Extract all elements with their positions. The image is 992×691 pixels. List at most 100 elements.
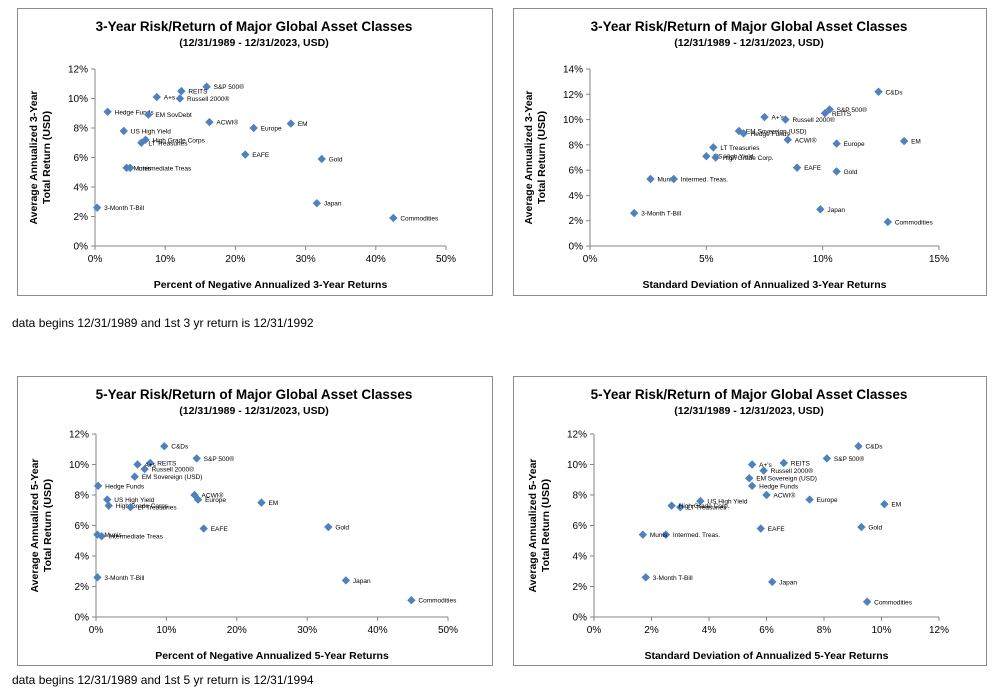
chart-panel-5yr-stdev: 5-Year Risk/Return of Major Global Asset…: [513, 376, 987, 666]
data-point: [646, 174, 655, 184]
y-tick-label: 2%: [75, 582, 90, 593]
y-tick-label: 6%: [573, 521, 588, 532]
point-label: EM Sovereign (USD): [746, 128, 807, 135]
x-tick-label: 40%: [366, 254, 386, 265]
data-point: [249, 123, 258, 133]
y-axis-title-line: Total Return (USD): [536, 111, 548, 204]
y-axis-title: Average Annualized 5-YearTotal Return (U…: [527, 458, 552, 592]
x-tick-label: 0%: [89, 625, 104, 636]
x-tick-label: 20%: [225, 254, 245, 265]
point-label: Gold: [329, 156, 343, 163]
point-label: Hedge Funds: [751, 131, 791, 138]
y-tick-label: 12%: [567, 430, 587, 441]
x-tick-label: 12%: [929, 625, 949, 636]
data-point: [140, 464, 149, 474]
data-point: [324, 522, 333, 532]
point-label: C&Ds: [866, 444, 884, 451]
x-tick-label: 0%: [587, 625, 602, 636]
data-point: [759, 466, 768, 475]
point-label: 3-Month T-Bill: [653, 575, 694, 582]
point-label: LT Treasuries: [720, 145, 760, 152]
data-point: [768, 577, 777, 587]
point-label: US High Yield: [131, 128, 171, 135]
point-label: Gold: [868, 525, 882, 532]
point-label: High Grade Corps: [116, 503, 169, 510]
data-point: [805, 495, 814, 504]
data-point: [241, 150, 250, 159]
x-tick-label: 10%: [156, 625, 176, 636]
point-label: REITS: [791, 460, 811, 467]
data-point: [747, 481, 757, 491]
point-label: EAFE: [252, 152, 270, 159]
data-point: [899, 136, 909, 146]
data-point: [286, 119, 296, 128]
point-label: EM: [911, 139, 921, 146]
y-tick-label: 4%: [75, 552, 90, 563]
point-label: Russell 2000®: [187, 95, 230, 103]
x-tick-label: 0%: [583, 254, 598, 265]
point-label: LT Treasuries: [148, 140, 188, 147]
point-label: Commodities: [418, 598, 457, 605]
data-point: [192, 454, 201, 463]
y-tick-label: 0%: [75, 613, 90, 624]
data-point: [745, 474, 754, 483]
data-point: [709, 143, 718, 152]
chart-subtitle: (12/31/1989 - 12/31/2023, USD): [674, 37, 823, 49]
data-point: [103, 107, 112, 116]
point-label: Munis: [650, 532, 668, 539]
x-tick-label: 30%: [296, 254, 316, 265]
data-point: [104, 501, 113, 510]
data-point: [667, 501, 676, 510]
x-tick-label: 20%: [227, 625, 247, 636]
data-point: [641, 573, 650, 582]
point-label: EM: [891, 502, 901, 509]
x-tick-label: 2%: [644, 625, 659, 636]
data-point: [669, 174, 678, 184]
point-label: EM SovDebt: [155, 112, 192, 119]
x-tick-label: 5%: [699, 254, 714, 265]
data-point: [883, 217, 893, 227]
data-point: [832, 167, 841, 176]
point-label: REITS: [188, 89, 208, 96]
point-label: S&P 500®: [834, 455, 865, 463]
data-point: [822, 454, 832, 463]
point-label: A+'s: [759, 462, 772, 469]
point-label: High Grade Corp.: [723, 155, 774, 162]
data-point: [93, 481, 103, 491]
chart-subtitle: (12/31/1989 - 12/31/2023, USD): [179, 37, 328, 49]
data-point: [407, 596, 416, 605]
chart-subtitle: (12/31/1989 - 12/31/2023, USD): [179, 405, 328, 417]
y-axis-title: Average Annualized 3-YearTotal Return (U…: [523, 90, 548, 224]
y-tick-label: 4%: [573, 552, 588, 563]
y-tick-label: 2%: [74, 212, 89, 223]
y-tick-label: 6%: [75, 521, 90, 532]
point-label: Japan: [353, 578, 371, 585]
data-point: [193, 495, 203, 504]
point-label: Intermed. Treas.: [673, 532, 721, 539]
point-label: EM: [268, 500, 278, 507]
point-label: Europe: [205, 497, 226, 504]
y-tick-label: 0%: [573, 613, 588, 624]
data-point: [661, 530, 671, 539]
data-point: [341, 576, 351, 585]
point-label: Gold: [335, 525, 349, 532]
data-point: [630, 208, 639, 218]
data-point: [119, 126, 128, 136]
x-tick-label: 10%: [813, 254, 833, 265]
data-point: [177, 86, 186, 96]
x-tick-label: 50%: [438, 625, 458, 636]
data-point: [638, 530, 648, 539]
data-point: [696, 496, 705, 506]
y-tick-label: 8%: [569, 140, 584, 151]
chart-panel-3yr-stdev: 3-Year Risk/Return of Major Global Asset…: [513, 8, 987, 296]
point-label: ACWI®: [795, 136, 817, 144]
point-label: Japan: [827, 207, 845, 214]
point-label: Commodities: [874, 599, 913, 606]
data-point: [130, 472, 139, 481]
note-5yr: data begins 12/31/1989 and 1st 5 yr retu…: [12, 673, 314, 687]
y-tick-label: 10%: [567, 460, 587, 471]
data-point: [779, 458, 788, 468]
data-point: [756, 524, 765, 533]
point-label: US High Yield: [713, 154, 753, 161]
data-point: [144, 110, 153, 119]
